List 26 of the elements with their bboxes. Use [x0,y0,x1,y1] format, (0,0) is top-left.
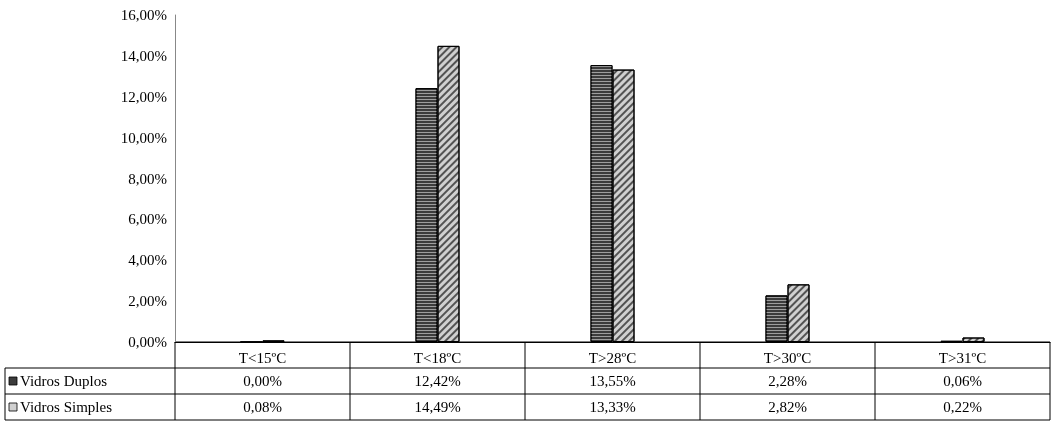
y-tick-label: 8,00% [128,170,167,187]
data-label: 0,00% [243,373,282,389]
y-tick-label: 10,00% [120,129,167,146]
y-tick-label: 16,00% [120,7,167,23]
data-label: 2,28% [768,373,807,389]
legend-label: Vidros Duplos [20,373,108,389]
data-label: 0,08% [243,399,282,415]
data-label: 12,42% [414,373,461,389]
legend-label: Vidros Simples [20,399,113,415]
y-tick-label: 14,00% [120,47,167,64]
y-tick-label: 6,00% [128,211,167,228]
y-tick-label: 0,00% [128,334,167,350]
data-label: 13,55% [589,373,636,389]
x-tick-label: T>30ºC [763,349,812,366]
data-label: 14,49% [414,399,461,415]
x-tick-label: T<15ºC [238,349,287,366]
y-tick-label: 2,00% [128,293,167,310]
data-label: 0,22% [943,399,982,415]
data-label: 2,82% [768,399,807,415]
x-tick-label: T>28ºC [588,349,637,366]
x-tick-label: T>31ºC [938,349,987,366]
data-label: 0,06% [943,373,982,389]
data-label: 13,33% [589,399,636,415]
x-tick-label: T<18ºC [413,349,462,366]
y-tick-label: 12,00% [120,88,167,105]
y-tick-label: 4,00% [128,252,167,269]
